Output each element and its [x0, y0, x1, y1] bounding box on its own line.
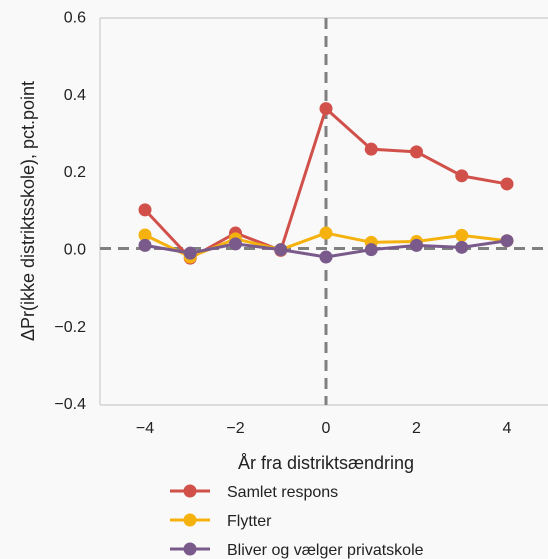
- data-point: [138, 203, 152, 217]
- data-point: [229, 237, 242, 251]
- data-point: [500, 234, 514, 248]
- y-tick-label: 0.4: [64, 87, 86, 104]
- data-point: [319, 250, 333, 264]
- y-tick-label: −0.2: [54, 319, 86, 336]
- y-tick-label: 0.6: [64, 10, 86, 27]
- plot-area: [100, 18, 548, 405]
- legend-label: Bliver og vælger privatskole: [227, 542, 424, 559]
- data-point: [319, 226, 333, 240]
- series-2: [138, 234, 514, 264]
- data-point: [410, 238, 423, 252]
- legend-swatch-marker: [183, 484, 197, 498]
- data-point: [410, 145, 423, 159]
- data-point: [455, 228, 469, 242]
- x-tick-label: 2: [412, 420, 421, 437]
- x-tick-label: 0: [322, 420, 331, 437]
- data-point: [500, 177, 514, 191]
- y-tick-label: −0.4: [54, 396, 86, 413]
- data-point: [138, 238, 152, 252]
- x-tick-label: 4: [503, 420, 512, 437]
- data-point: [319, 102, 333, 116]
- legend-swatch-marker: [183, 542, 197, 556]
- legend: Samlet respons Flytter Bliver og vælger pr…: [170, 484, 424, 559]
- legend-label: Flytter: [227, 513, 272, 530]
- data-point: [364, 243, 378, 257]
- x-tick-label: −2: [226, 420, 244, 437]
- data-point: [274, 243, 288, 257]
- y-tick-label: 0.0: [64, 242, 86, 259]
- y-tick-label: 0.2: [64, 164, 86, 181]
- data-point: [183, 246, 197, 260]
- x-tick-label: −4: [136, 420, 154, 437]
- legend-label: Samlet respons: [227, 484, 338, 501]
- y-axis-label: ΔPr(ikke distriktsskole), pct.point: [18, 81, 38, 341]
- data-point: [138, 228, 152, 242]
- data-point: [455, 169, 469, 183]
- data-point: [455, 240, 469, 254]
- x-axis-label: År fra distriktsændring: [238, 453, 414, 473]
- legend-swatch-marker: [183, 513, 197, 527]
- data-point: [364, 142, 378, 156]
